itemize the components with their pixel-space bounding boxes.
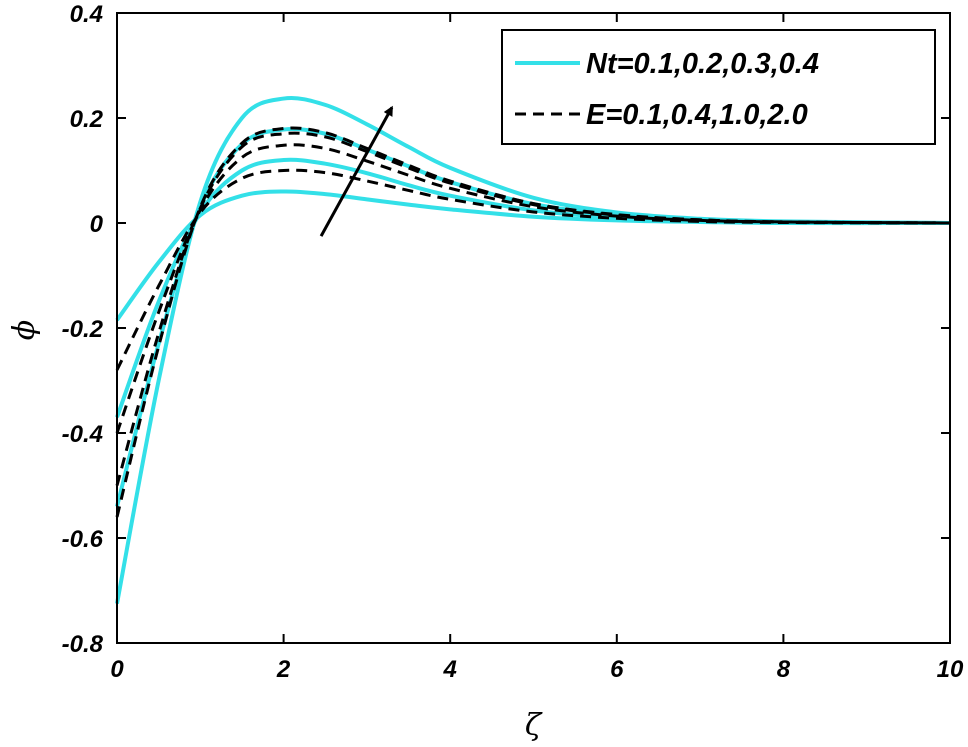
y-tick-label: 0.2 bbox=[70, 106, 104, 133]
x-tick-label: 8 bbox=[777, 656, 791, 683]
x-tick-label: 0 bbox=[110, 656, 124, 683]
y-tick-label: 0 bbox=[90, 211, 104, 238]
x-axis-label: ζ bbox=[525, 708, 543, 743]
e-curve-6 bbox=[115, 131, 951, 486]
y-tick-label: -0.4 bbox=[62, 421, 103, 448]
x-tick-label: 2 bbox=[276, 656, 291, 683]
legend-label-1: E=0.1,0.4,1.0,2.0 bbox=[586, 99, 808, 131]
legend-label-0: Nt=0.1,0.2,0.3,0.4 bbox=[586, 48, 819, 80]
trend-arrow bbox=[319, 105, 394, 237]
y-tick-label: 0.4 bbox=[70, 1, 103, 28]
tick-layer: 0 2 4 6 8 10 0.4 0.2 0 -0.2 -0.4 -0.6 -0.8 bbox=[62, 1, 964, 683]
y-axis-label: ϕ bbox=[7, 320, 42, 340]
y-tick-label: -0.6 bbox=[62, 526, 104, 553]
annotation-layer bbox=[319, 105, 394, 237]
x-tick-label: 10 bbox=[937, 656, 964, 683]
x-tick-label: 6 bbox=[610, 656, 624, 683]
y-tick-label: -0.8 bbox=[62, 631, 104, 658]
legend-box bbox=[501, 29, 936, 145]
legend: Nt=0.1,0.2,0.3,0.4 E=0.1,0.4,1.0,2.0 bbox=[501, 29, 936, 145]
e-curve-5 bbox=[115, 143, 951, 434]
x-tick-label: 4 bbox=[443, 656, 457, 683]
e-curve-7 bbox=[115, 126, 951, 518]
y-tick-label: -0.2 bbox=[62, 316, 104, 343]
